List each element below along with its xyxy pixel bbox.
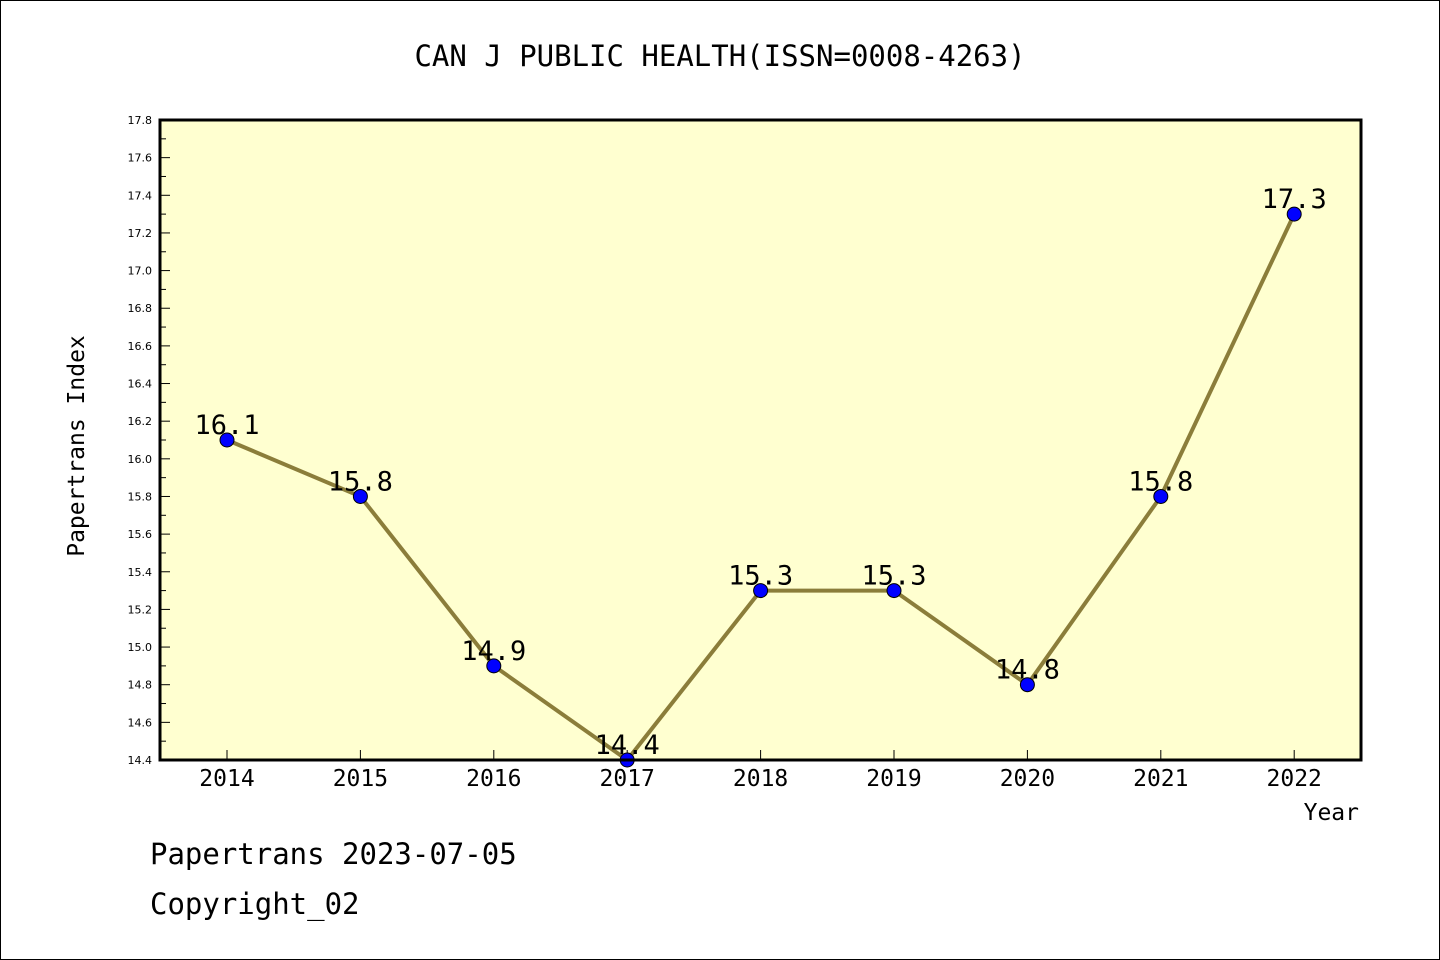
- y-tick-label: 17.4: [128, 189, 153, 202]
- y-tick-label: 16.0: [128, 453, 153, 466]
- x-tick-label: 2022: [1267, 766, 1322, 792]
- chart-title: CAN J PUBLIC HEALTH(ISSN=0008-4263): [414, 39, 1025, 73]
- y-tick-label: 15.2: [128, 603, 153, 616]
- data-label: 14.8: [995, 655, 1060, 686]
- data-label: 15.3: [861, 561, 926, 592]
- data-point: [219, 432, 235, 448]
- y-tick-label: 15.8: [128, 490, 153, 503]
- plot-area: [160, 120, 1361, 760]
- y-tick-labels: 14.4 14.6 14.8 15.0 15.2 15.4 15.6 15.8 16.0 16.2…: [128, 114, 153, 767]
- data-label: 14.4: [595, 730, 660, 761]
- data-point: [886, 583, 902, 599]
- data-label: 14.9: [461, 636, 526, 667]
- y-tick-label: 17.6: [128, 152, 153, 165]
- data-point: [753, 583, 769, 599]
- y-tick-label: 16.2: [128, 415, 153, 428]
- data-point: [486, 658, 502, 674]
- y-tick-label: 17.0: [128, 265, 153, 278]
- data-point: [1286, 206, 1302, 222]
- data-label: 17.3: [1262, 184, 1327, 215]
- y-tick-label: 14.8: [128, 679, 153, 692]
- data-point: [1153, 488, 1169, 504]
- x-tick-label: 2018: [733, 766, 788, 792]
- x-tick-label: 2014: [199, 766, 254, 792]
- data-label: 15.8: [1128, 466, 1193, 497]
- plot-border: [158, 118, 1363, 762]
- x-tick-label: 2021: [1133, 766, 1188, 792]
- data-label: 16.1: [194, 410, 259, 441]
- y-tick-label: 15.4: [128, 566, 153, 579]
- x-axis-label: Year: [1304, 800, 1359, 826]
- data-label: 15.8: [328, 466, 393, 497]
- y-tick-label: 14.6: [128, 716, 153, 729]
- x-tick-label: 2016: [466, 766, 521, 792]
- data-point: [1019, 677, 1035, 693]
- y-tick-label: 15.6: [128, 528, 153, 541]
- y-axis-label: Papertrans Index: [64, 335, 90, 557]
- data-point: [352, 488, 368, 504]
- y-tick-label: 14.4: [128, 754, 153, 767]
- x-tick-label: 2019: [866, 766, 921, 792]
- x-tick-labels: 2014 2015 2016 2017 2018 2019 2020 2021 2022: [199, 766, 1322, 792]
- y-tick-label: 17.8: [128, 114, 153, 127]
- y-tick-label: 16.8: [128, 302, 153, 315]
- footer-date: Papertrans 2023-07-05: [150, 837, 517, 871]
- y-tick-label: 17.2: [128, 227, 153, 240]
- y-tick-label: 16.6: [128, 340, 153, 353]
- data-label: 15.3: [728, 561, 793, 592]
- footer-copyright: Copyright_02: [150, 887, 360, 922]
- x-tick-label: 2017: [600, 766, 655, 792]
- y-tick-label: 15.0: [128, 641, 153, 654]
- x-tick-label: 2015: [333, 766, 388, 792]
- x-ticks: [226, 750, 1295, 760]
- y-tick-label: 16.4: [128, 378, 153, 391]
- data-labels: 16.1 15.8 14.9 14.4 15.3 15.3 14.8 15.8 17.3: [194, 184, 1326, 761]
- x-tick-label: 2020: [1000, 766, 1055, 792]
